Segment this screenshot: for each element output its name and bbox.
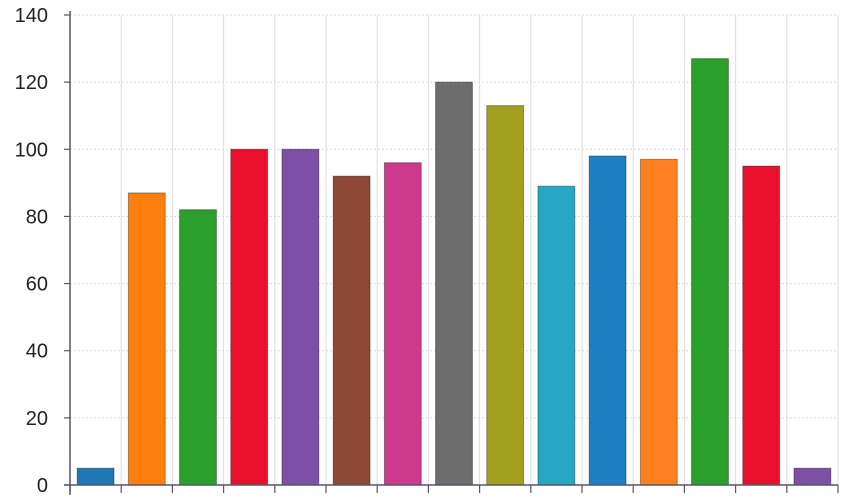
bar xyxy=(179,209,217,486)
bars xyxy=(76,58,832,486)
y-tick-label: 100 xyxy=(15,139,48,161)
bar xyxy=(486,105,525,486)
bar xyxy=(537,185,576,486)
bar xyxy=(639,158,678,486)
bar xyxy=(332,175,371,486)
y-tick-label: 40 xyxy=(26,341,48,363)
y-tick-label: 20 xyxy=(26,408,48,430)
bar xyxy=(76,467,115,486)
bar xyxy=(383,162,422,486)
bar xyxy=(793,467,832,486)
bar xyxy=(127,192,166,486)
y-tick-label: 0 xyxy=(37,475,48,497)
y-tick-labels: 0 20 40 60 80 100 120 140 xyxy=(15,5,48,497)
y-tick-label: 80 xyxy=(26,206,48,228)
y-tick-label: 120 xyxy=(15,72,48,94)
axes xyxy=(64,11,839,495)
bar xyxy=(281,148,320,486)
bar xyxy=(435,81,473,486)
y-tick-label: 60 xyxy=(26,274,48,296)
y-tick-label: 140 xyxy=(15,5,48,27)
bar xyxy=(742,165,781,486)
bar xyxy=(588,155,627,486)
bar xyxy=(691,58,729,486)
bar xyxy=(230,148,269,486)
